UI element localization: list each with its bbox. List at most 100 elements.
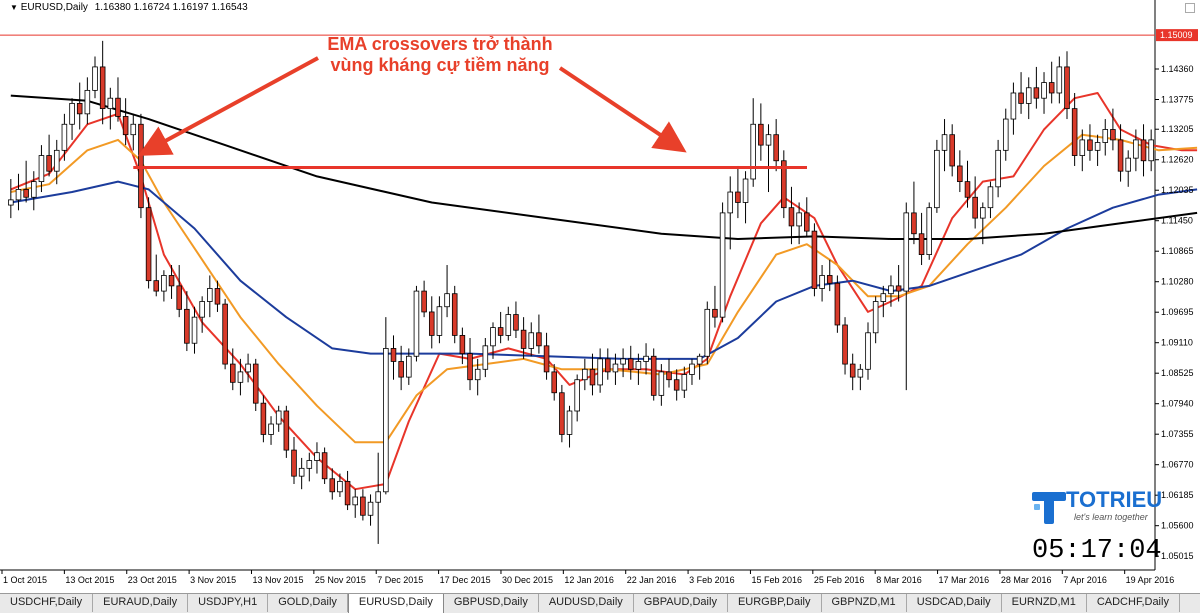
candles <box>8 40 1154 544</box>
chart-header: ▼ EURUSD,Daily 1.16380 1.16724 1.16197 1… <box>10 2 248 13</box>
price-tick-label: 1.13775 <box>1161 95 1194 105</box>
bear-candle <box>122 116 129 136</box>
date-tick-label: 28 Mar 2016 <box>1001 575 1052 585</box>
bull-candle <box>765 134 772 146</box>
bull-candle <box>980 207 986 219</box>
bear-candle <box>1033 87 1040 99</box>
bear-candle <box>1018 92 1024 104</box>
bear-candle <box>605 358 611 373</box>
tab-usdjpy-h1[interactable]: USDJPY,H1 <box>188 594 269 612</box>
bull-candle <box>872 301 879 334</box>
bull-candle <box>681 374 688 391</box>
bear-candle <box>115 97 121 117</box>
bear-candle <box>949 134 955 167</box>
date-tick-label: 17 Mar 2016 <box>939 575 990 585</box>
bull-candle <box>574 379 580 412</box>
date-tick-label: 8 Mar 2016 <box>876 575 922 585</box>
bull-candle <box>31 181 37 198</box>
date-tick-label: 13 Nov 2015 <box>252 575 303 585</box>
date-tick-label: 13 Oct 2015 <box>65 575 114 585</box>
bear-candle <box>360 496 366 516</box>
bull-candle <box>207 288 213 302</box>
tab-audusd-daily[interactable]: AUDUSD,Daily <box>539 594 634 612</box>
bear-candle <box>666 371 672 381</box>
chart-corner-button[interactable] <box>1185 3 1195 13</box>
tab-euraud-daily[interactable]: EURAUD,Daily <box>93 594 189 612</box>
bear-candle <box>168 275 175 287</box>
tab-eurnzd-m1[interactable]: EURNZD,M1 <box>1002 594 1087 612</box>
price-tick-label: 1.11450 <box>1161 216 1193 226</box>
tab-eurgbp-daily[interactable]: EURGBP,Daily <box>728 594 822 612</box>
bull-candle <box>582 368 588 381</box>
bear-candle <box>834 282 841 326</box>
bull-candle <box>566 410 573 435</box>
tab-eurusd-daily[interactable]: EURUSD,Daily <box>347 594 444 613</box>
bull-candle <box>865 332 871 370</box>
price-tick-label: 1.13205 <box>1161 124 1194 134</box>
bull-candle <box>191 316 198 344</box>
date-tick-label: 25 Feb 2016 <box>814 575 865 585</box>
bull-candle <box>934 149 940 209</box>
price-tick-label: 1.09695 <box>1161 307 1194 317</box>
bull-candle <box>796 212 802 227</box>
bear-candle <box>99 66 106 110</box>
totrieu-logo-icon <box>1032 492 1066 524</box>
date-tick-label: 22 Jan 2016 <box>627 575 677 585</box>
bear-candle <box>804 212 810 232</box>
tab-gbpaud-daily[interactable]: GBPAUD,Daily <box>634 594 728 612</box>
bear-candle <box>559 392 565 435</box>
bear-candle <box>627 358 634 370</box>
tab-gold-daily[interactable]: GOLD,Daily <box>268 594 348 612</box>
bull-candle <box>1125 157 1131 172</box>
bull-candle <box>268 423 274 435</box>
bull-candle <box>367 501 374 516</box>
price-tick-label: 1.09110 <box>1161 338 1193 348</box>
bear-candle <box>811 230 818 289</box>
date-tick-label: 25 Nov 2015 <box>315 575 366 585</box>
bear-candle <box>145 207 152 282</box>
tab-gbpnzd-m1[interactable]: GBPNZD,M1 <box>822 594 907 612</box>
bull-candle <box>880 293 887 302</box>
bull-candle <box>658 371 665 396</box>
bull-candle <box>38 155 45 183</box>
tab-usdchf-daily[interactable]: USDCHF,Daily <box>0 594 94 612</box>
bear-candle <box>543 345 550 373</box>
date-tick-label: 19 Apr 2016 <box>1126 575 1175 585</box>
bear-candle <box>589 368 596 386</box>
tab-usdcad-daily[interactable]: USDCAD,Daily <box>907 594 1002 612</box>
collapse-triangle-icon[interactable]: ▼ <box>10 3 18 12</box>
bear-candle <box>1140 139 1147 162</box>
ema-long-line <box>10 94 1198 240</box>
bull-candle <box>819 275 825 289</box>
ema-fast-line <box>10 92 1198 491</box>
bull-candle <box>1041 82 1047 99</box>
bear-candle <box>1087 139 1093 151</box>
bear-candle <box>1048 82 1055 94</box>
bull-candle <box>941 134 948 151</box>
chart-symbol: EURUSD,Daily <box>20 2 88 13</box>
price-chart[interactable]: 1.14360 1.13775 1.13205 1.12620 1.12035 1.114… <box>0 0 1200 593</box>
bear-candle <box>467 353 473 381</box>
bull-candle <box>53 149 60 172</box>
bear-candle <box>513 314 519 331</box>
bull-candle <box>505 314 512 336</box>
bear-candle <box>398 361 404 378</box>
bull-candle <box>92 66 98 91</box>
bull-candle <box>383 348 389 493</box>
bull-candle <box>597 358 603 386</box>
bear-candle <box>421 290 427 313</box>
bear-candle <box>1071 108 1078 156</box>
annotation-text: EMA crossovers trở thành vùng kháng cự t… <box>300 34 580 76</box>
date-tick-label: 12 Jan 2016 <box>564 575 614 585</box>
current-price-label: 1.15009 <box>1160 30 1193 40</box>
bear-candle <box>428 311 435 336</box>
bear-candle <box>184 308 190 344</box>
bull-candle <box>199 301 205 318</box>
bull-candle <box>620 358 626 365</box>
bull-candle <box>727 191 734 214</box>
right-arrow <box>558 66 687 153</box>
date-tick-label: 30 Dec 2015 <box>502 575 553 585</box>
bear-candle <box>1110 129 1116 141</box>
tab-gbpusd-daily[interactable]: GBPUSD,Daily <box>444 594 539 612</box>
tab-cadchf-daily[interactable]: CADCHF,Daily <box>1087 594 1180 612</box>
